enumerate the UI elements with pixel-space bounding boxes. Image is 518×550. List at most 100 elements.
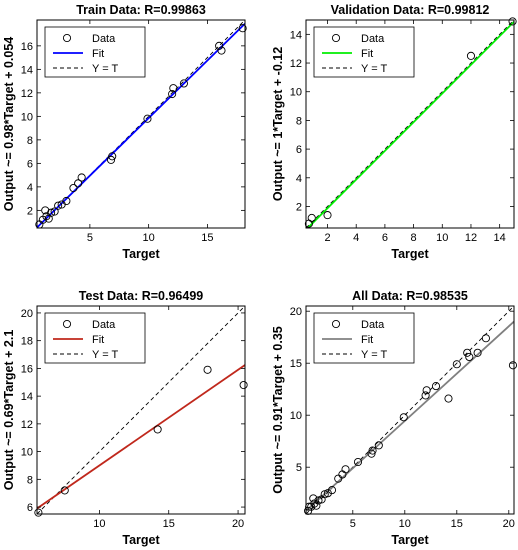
train-y-tick-label: 12 xyxy=(21,88,33,100)
validation-x-tick-label: 2 xyxy=(324,232,330,244)
validation-identity-line xyxy=(306,20,514,228)
all-data-point xyxy=(307,502,316,511)
validation-y-tick-label: 2 xyxy=(296,201,302,213)
train-legend-marker-data xyxy=(62,33,72,43)
validation-x-tick-label: 14 xyxy=(494,232,506,244)
all-data-panel: All Data: R=0.98535 Target Output ~= 0.9… xyxy=(271,289,518,547)
train-data-point xyxy=(41,206,50,215)
validation-x-tick-label: 4 xyxy=(353,232,359,244)
train-y-tick-label: 8 xyxy=(27,135,33,147)
test-legend-label: Y = T xyxy=(92,349,118,361)
all-data-point xyxy=(422,386,431,395)
all-data-point xyxy=(309,494,318,503)
test-y-tick-label: 20 xyxy=(21,308,33,320)
validation-fit-line xyxy=(306,21,514,228)
all-data-point xyxy=(465,352,474,362)
train-y-tick-label: 10 xyxy=(21,111,33,123)
train-y-tick-label: 14 xyxy=(21,64,33,76)
test-data-point xyxy=(203,365,212,374)
validation-x-tick-label: 10 xyxy=(436,232,448,244)
train-data-point xyxy=(44,214,53,223)
test-legend-marker-data xyxy=(62,319,72,329)
validation-y-tick-label: 6 xyxy=(296,144,302,156)
test-y-tick-label: 10 xyxy=(21,447,33,459)
train-data-point xyxy=(108,152,117,161)
all-title: All Data: R=0.98535 xyxy=(352,289,468,303)
validation-x-tick-label: 6 xyxy=(382,232,388,244)
train-data-point xyxy=(168,89,177,99)
test-y-tick-label: 18 xyxy=(21,336,33,348)
train-data-point xyxy=(179,79,188,88)
validation-y-tick-label: 14 xyxy=(290,29,302,41)
test-x-tick-label: 20 xyxy=(232,518,244,530)
train-data-point xyxy=(62,196,71,206)
test-ylabel: Output ~= 0.69*Target + 2.1 xyxy=(2,330,16,491)
train-data-point xyxy=(69,183,78,193)
all-legend-label: Data xyxy=(361,319,385,331)
all-x-tick-label: 10 xyxy=(399,518,411,530)
all-data-point xyxy=(473,348,482,357)
train-data-point xyxy=(215,41,224,50)
train-data-point xyxy=(50,207,59,216)
train-data-point xyxy=(217,46,226,55)
all-data-point xyxy=(431,382,441,391)
train-data-point xyxy=(47,208,56,217)
all-legend-marker-data xyxy=(331,319,341,329)
test-x-tick-label: 15 xyxy=(163,518,175,530)
train-legend-box xyxy=(44,26,146,78)
test-data-point xyxy=(153,425,162,434)
all-data-point xyxy=(508,361,518,370)
test-data-point xyxy=(60,486,69,495)
test-y-tick-label: 6 xyxy=(27,502,33,514)
test-data-point xyxy=(239,380,248,390)
train-axes-box xyxy=(36,19,246,229)
validation-x-tick-label: 12 xyxy=(465,232,477,244)
train-legend-label: Y = T xyxy=(92,63,118,75)
all-x-tick-label: 20 xyxy=(503,518,515,530)
all-data-point xyxy=(312,501,321,510)
test-y-tick-label: 8 xyxy=(27,474,33,486)
all-data-point xyxy=(452,360,461,369)
all-data-point xyxy=(481,334,490,343)
train-legend-label: Data xyxy=(92,33,116,45)
train-data-point xyxy=(169,84,178,93)
validation-xlabel: Target xyxy=(391,247,429,261)
all-y-tick-label: 15 xyxy=(290,358,302,370)
all-legend-label: Fit xyxy=(361,334,373,346)
validation-legend-box xyxy=(313,26,415,78)
train-fit-line xyxy=(37,23,245,228)
all-xlabel: Target xyxy=(391,533,429,547)
all-data-point xyxy=(368,446,377,455)
all-y-tick-label: 20 xyxy=(290,306,302,318)
train-data-point xyxy=(143,114,152,123)
test-legend-box xyxy=(44,312,146,364)
all-y-tick-label: 10 xyxy=(290,410,302,422)
validation-x-tick-label: 8 xyxy=(411,232,417,244)
all-data-point xyxy=(323,489,332,498)
validation-legend-label: Data xyxy=(361,33,385,45)
test-legend-label: Fit xyxy=(92,334,104,346)
train-title: Train Data: R=0.99863 xyxy=(76,3,206,17)
all-data-point xyxy=(463,348,472,357)
test-data-point xyxy=(34,508,43,517)
all-x-tick-label: 15 xyxy=(451,518,463,530)
train-data-point xyxy=(238,24,247,33)
all-axes-box xyxy=(305,305,515,515)
validation-data-point xyxy=(323,211,332,220)
all-y-tick-label: 5 xyxy=(296,462,302,474)
test-y-tick-label: 14 xyxy=(21,391,33,403)
validation-y-tick-label: 12 xyxy=(290,58,302,70)
validation-data-panel: Validation Data: R=0.99812 Target Output… xyxy=(271,3,517,261)
all-ylabel: Output ~= 0.91*Target + 0.35 xyxy=(271,326,285,494)
train-data-point xyxy=(74,179,83,188)
train-ylabel: Output ~= 0.98*Target + 0.054 xyxy=(2,37,16,212)
all-data-point xyxy=(399,413,408,422)
test-title: Test Data: R=0.96499 xyxy=(79,289,204,303)
validation-legend-label: Fit xyxy=(361,48,373,60)
all-data-point xyxy=(374,441,383,450)
train-y-tick-label: 6 xyxy=(27,158,33,170)
test-y-tick-label: 12 xyxy=(21,419,33,431)
train-data-point xyxy=(106,155,116,164)
train-y-tick-label: 16 xyxy=(21,41,33,53)
